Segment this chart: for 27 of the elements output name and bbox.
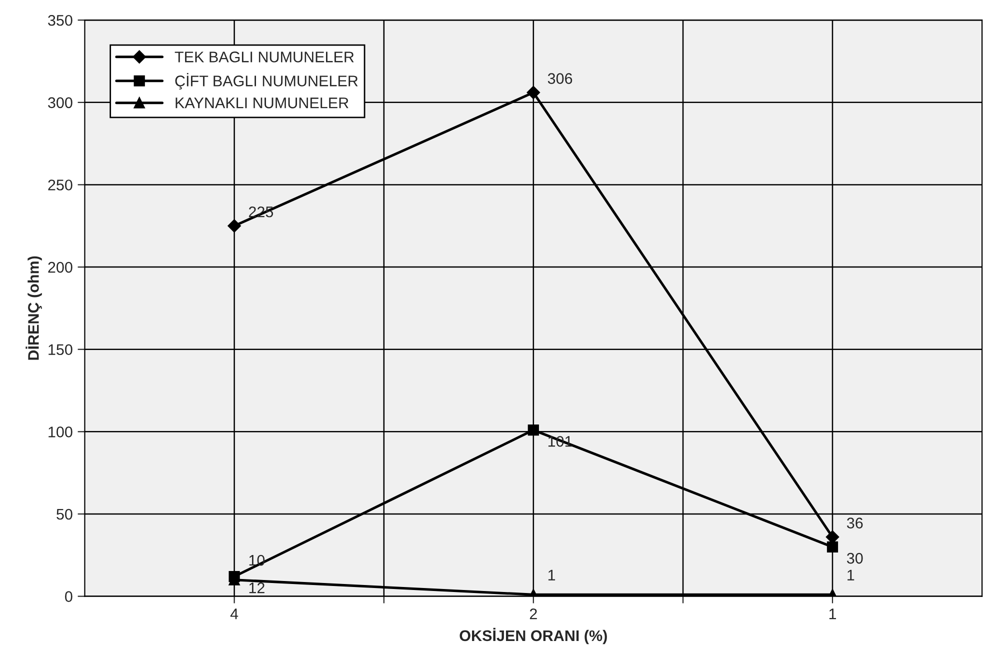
y-tick-label: 0 xyxy=(65,591,72,602)
x-axis-title: OKSİJEN ORANI (%) xyxy=(460,628,607,644)
data-label: 30 xyxy=(846,552,863,564)
legend-label: ÇİFT BAGLI NUMUNELER xyxy=(175,73,358,90)
data-label: 306 xyxy=(548,73,572,84)
y-tick-label: 50 xyxy=(56,508,72,520)
legend-label: KAYNAKLI NUMUNELER xyxy=(176,98,348,108)
y-tick-label: 250 xyxy=(48,180,72,190)
legend-label: TEK BAGLI NUMUNELER xyxy=(174,52,354,62)
y-tick-label: 200 xyxy=(48,262,72,273)
data-label: 10 xyxy=(249,554,265,566)
y-tick-label: 150 xyxy=(48,344,72,356)
data-label: 36 xyxy=(846,518,863,528)
x-tick-label: 2 xyxy=(530,608,537,620)
point xyxy=(526,86,540,100)
point xyxy=(228,219,241,232)
y-tick-label: 100 xyxy=(48,426,72,438)
point xyxy=(528,424,539,436)
x-tick-label: 1 xyxy=(829,608,836,620)
y-tick-label: 350 xyxy=(48,14,72,26)
data-label: 1 xyxy=(548,570,556,580)
point xyxy=(826,541,838,552)
data-label: 1 xyxy=(848,570,854,580)
y-tick-label: 300 xyxy=(48,97,72,108)
data-label: 12 xyxy=(249,582,264,594)
x-tick-label: 4 xyxy=(230,608,238,620)
y-axis-title: DİRENÇ (ohm) xyxy=(26,256,42,360)
